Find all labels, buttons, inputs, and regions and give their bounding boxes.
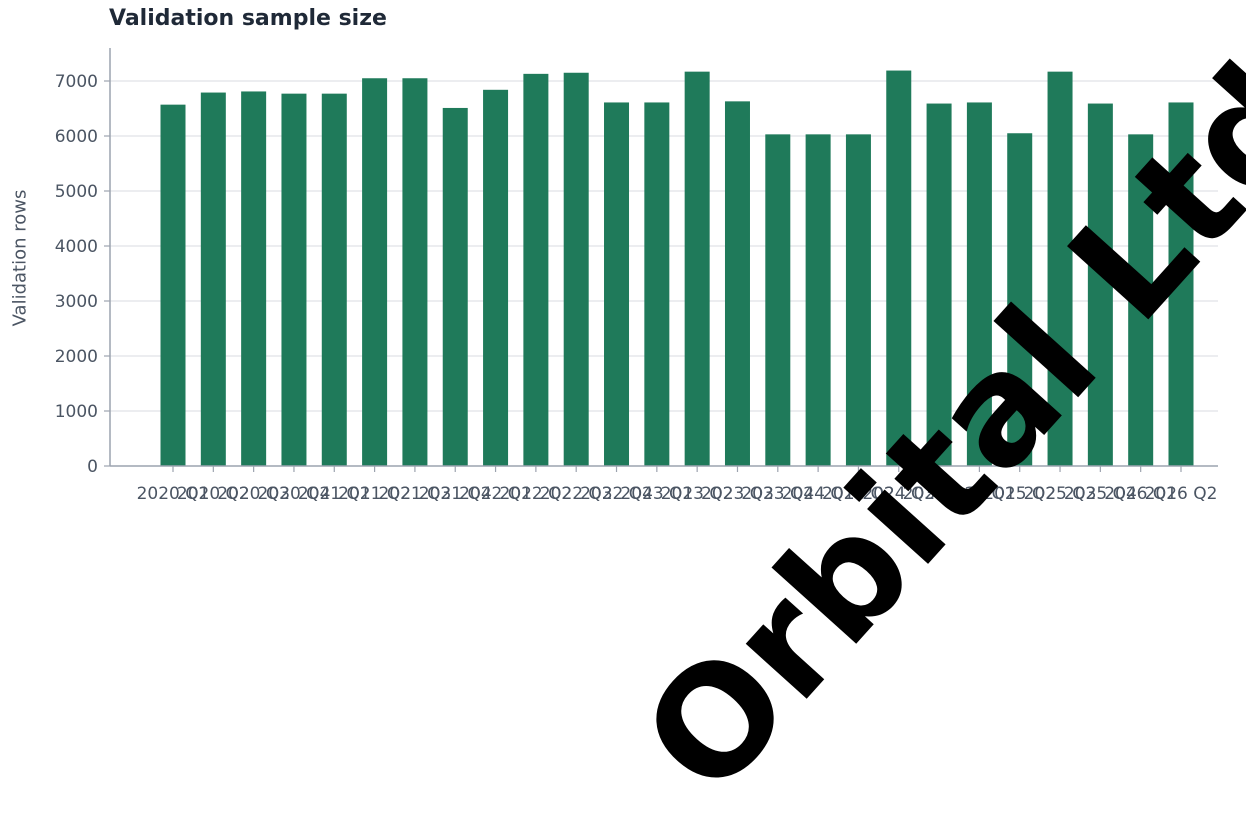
x-tick-label: 2021 Q2 — [338, 484, 411, 504]
y-tick-label: 2000 — [55, 347, 98, 367]
x-tick-label: 2025 Q3 — [1024, 484, 1097, 504]
x-tick-label: 2022 Q2 — [499, 484, 572, 504]
y-tick-label: 0 — [87, 457, 98, 477]
bar — [765, 134, 791, 466]
x-tick-label: 2025 Q2 — [983, 484, 1056, 504]
x-tick-label: 2023 Q4 — [741, 484, 814, 504]
x-tick-label: 2022 Q1 — [459, 484, 532, 504]
bar — [1128, 134, 1154, 466]
x-tick-label: 2020 Q2 — [177, 484, 250, 504]
bar — [1047, 71, 1073, 467]
x-tick-label: 2026 Q1 — [1104, 484, 1177, 504]
bar — [684, 71, 710, 467]
bar — [563, 72, 589, 466]
bar — [644, 102, 670, 466]
bar — [241, 91, 267, 466]
bar — [200, 92, 226, 467]
x-tick-label: 2023 Q2 — [661, 484, 734, 504]
x-tick-label: 2025 Q4 — [1064, 484, 1137, 504]
x-tick-label: 2022 Q3 — [540, 484, 613, 504]
bar — [966, 102, 992, 466]
x-tick-label: 2023 Q1 — [620, 484, 693, 504]
bar — [1007, 133, 1033, 466]
bar — [805, 134, 831, 466]
bar — [604, 102, 630, 466]
x-tick-label: 2021 Q1 — [298, 484, 371, 504]
bar — [523, 73, 549, 466]
bar — [1168, 102, 1194, 466]
x-tick-label: 2024 Q3 — [862, 484, 935, 504]
bar — [321, 93, 347, 467]
bar — [845, 134, 871, 466]
x-tick-label: 2024 Q4 — [903, 484, 976, 504]
x-tick-label: 2025 Q1 — [943, 484, 1016, 504]
y-tick-label: 7000 — [55, 72, 98, 92]
x-tick-label: 2026 Q2 — [1145, 484, 1218, 504]
bar — [724, 101, 750, 466]
bar — [1087, 103, 1113, 467]
bar — [442, 107, 468, 466]
y-tick-label: 1000 — [55, 402, 98, 422]
bar — [281, 93, 307, 467]
x-tick-label: 2021 Q4 — [419, 484, 492, 504]
y-tick-label: 3000 — [55, 292, 98, 312]
bar — [926, 103, 952, 467]
chart: Validation sample size Validation rows 0… — [10, 6, 1246, 827]
x-tick-label: 2021 Q3 — [378, 484, 451, 504]
y-tick-label: 5000 — [55, 182, 98, 202]
y-tick-label: 4000 — [55, 237, 98, 257]
x-tick-label: 2024 Q1 — [782, 484, 855, 504]
bar — [483, 89, 509, 467]
chart-title: Validation sample size — [109, 6, 387, 31]
x-tick-label: 2020 Q3 — [217, 484, 290, 504]
x-tick-label: 2020 Q4 — [258, 484, 331, 504]
bar — [160, 104, 186, 467]
bar — [402, 78, 428, 466]
x-tick-label: 2022 Q4 — [580, 484, 653, 504]
x-tick-label: 2024 Q2 — [822, 484, 895, 504]
y-tick-label: 6000 — [55, 127, 98, 147]
bar — [362, 78, 388, 466]
x-tick-label: 2023 Q3 — [701, 484, 774, 504]
bar — [886, 70, 912, 467]
x-tick-label: 2020 Q1 — [137, 484, 210, 504]
